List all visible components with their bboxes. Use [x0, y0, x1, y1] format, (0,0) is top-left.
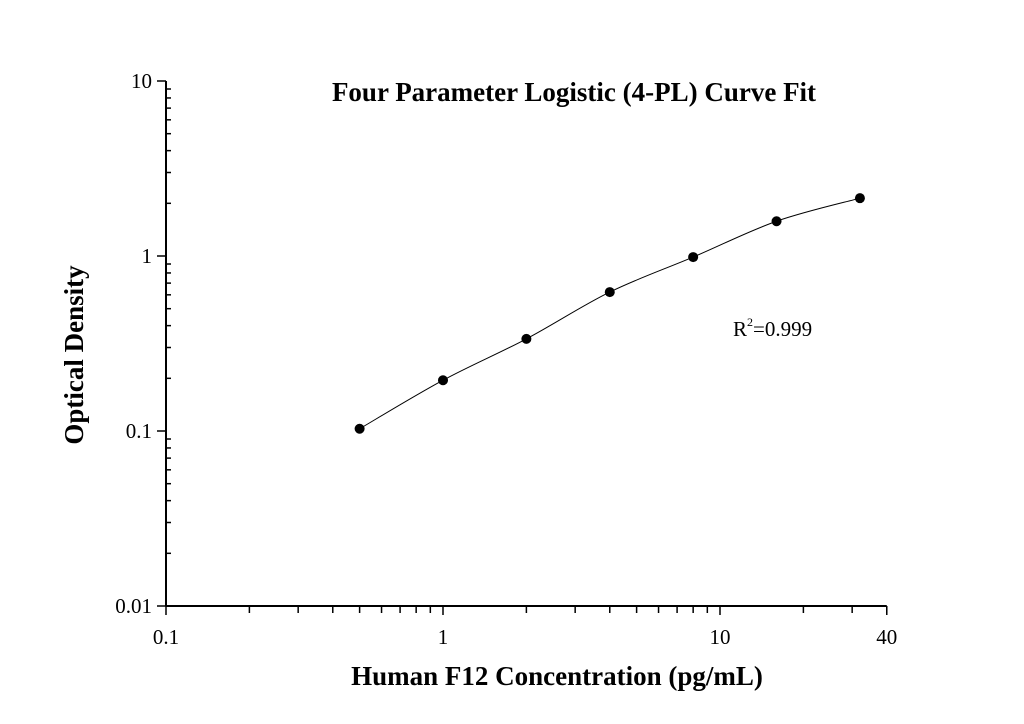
x-tick-label: 10 — [710, 625, 731, 649]
x-tick-label: 40 — [876, 625, 897, 649]
data-point — [354, 423, 365, 434]
data-point — [688, 252, 699, 263]
y-tick-label: 1 — [142, 244, 153, 268]
y-tick-label: 0.1 — [126, 419, 152, 443]
chart-title: Four Parameter Logistic (4-PL) Curve Fit — [332, 77, 816, 107]
data-point — [438, 375, 448, 386]
r-squared-annotation: R2=0.999 — [733, 315, 812, 341]
x-tick-label: 0.1 — [153, 625, 179, 649]
fit-curve — [359, 197, 861, 430]
axes — [157, 80, 888, 615]
x-axis-label: Human F12 Concentration (pg/mL) — [351, 661, 763, 691]
y-axis-label: Optical Density — [59, 265, 89, 445]
x-tick-label: 1 — [438, 625, 449, 649]
y-tick-label: 0.01 — [115, 594, 152, 618]
data-point — [521, 333, 532, 344]
data-points — [354, 193, 865, 434]
data-point — [854, 193, 865, 204]
data-point — [604, 287, 615, 298]
y-tick-label: 10 — [131, 69, 152, 93]
data-point — [771, 216, 782, 227]
